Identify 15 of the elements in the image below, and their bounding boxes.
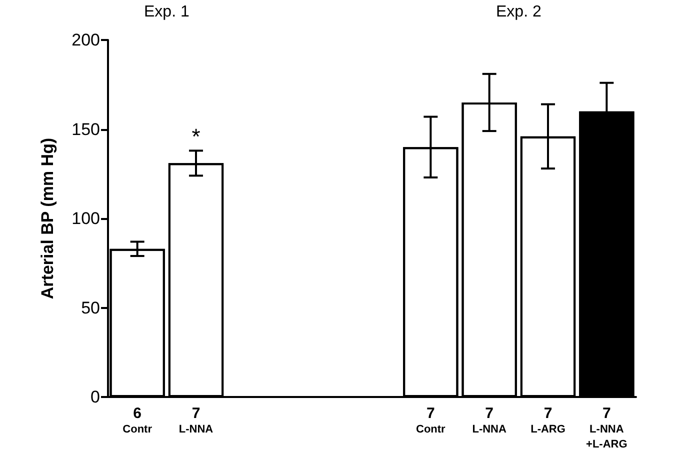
- y-tick-label: 150: [72, 120, 100, 139]
- x-tick-label: 7 L-NNA +L-ARG: [586, 405, 628, 450]
- text: Exp. 2: [496, 4, 542, 20]
- x-tick-label: 7 Contr: [416, 405, 446, 436]
- annotation: *: [192, 124, 201, 150]
- y-axis-title: Arterial BP (mm Hg): [38, 138, 57, 300]
- text: Exp. 1: [144, 4, 190, 20]
- x-tick-label: 7 L-NNA: [472, 405, 506, 436]
- y-tick-label: 0: [90, 388, 100, 406]
- x-tick-label: 7 L-ARG: [530, 405, 566, 436]
- x-tick-label: 7 L-NNA: [178, 405, 214, 436]
- y-tick-label: 200: [72, 30, 100, 50]
- y-tick-label: 100: [72, 209, 100, 228]
- x-tick-label: 6 Contr: [122, 405, 153, 436]
- y-tick-label: 50: [81, 298, 100, 318]
